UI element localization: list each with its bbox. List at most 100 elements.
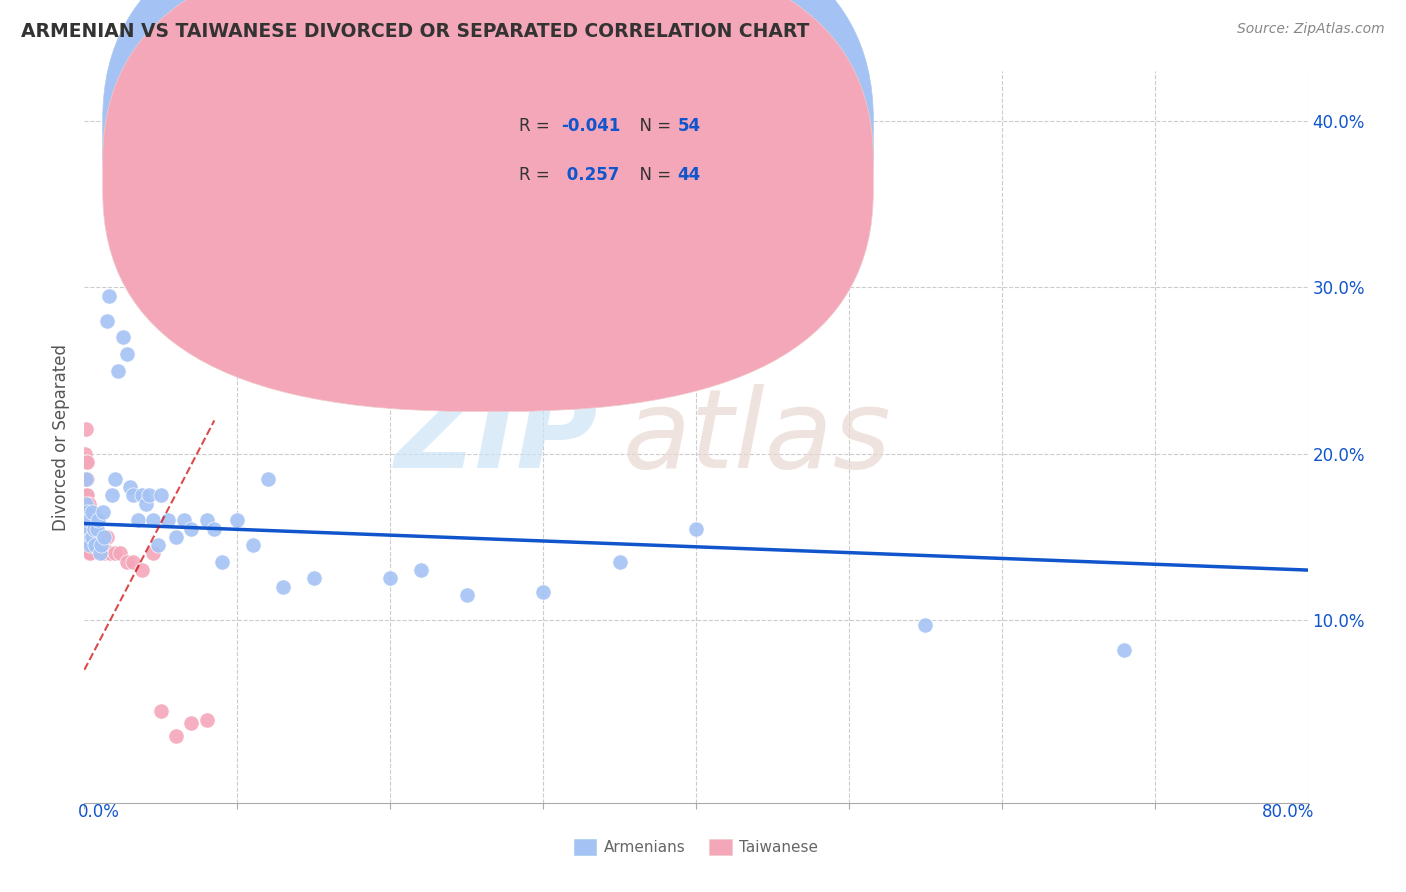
Point [76, 472, 98, 486]
Point [75, 505, 97, 519]
Point [165, 729, 187, 743]
Point [149, 488, 172, 502]
Point [75, 538, 97, 552]
Point [79, 538, 101, 552]
Point [333, 189, 356, 203]
Point [914, 618, 936, 632]
Point [86, 521, 108, 535]
Legend: Armenians, Taiwanese: Armenians, Taiwanese [568, 833, 824, 861]
Point [83, 521, 105, 535]
Point [104, 472, 127, 486]
Point [108, 546, 131, 560]
Point [76, 538, 98, 552]
FancyBboxPatch shape [446, 97, 733, 211]
Point [80, 521, 103, 535]
Point [97, 289, 120, 303]
Point [107, 363, 129, 377]
Point [609, 555, 631, 569]
Point [173, 513, 195, 527]
Point [138, 488, 160, 502]
Point [242, 538, 264, 552]
Point [93, 530, 115, 544]
Point [83, 533, 105, 548]
Point [165, 530, 187, 544]
Point [180, 716, 202, 731]
Point [456, 588, 478, 602]
Point [76, 521, 98, 535]
Point [146, 538, 169, 552]
Point [380, 571, 402, 585]
Point [131, 563, 153, 577]
Text: N =: N = [628, 117, 676, 136]
Text: ARMENIAN VS TAIWANESE DIVORCED OR SEPARATED CORRELATION CHART: ARMENIAN VS TAIWANESE DIVORCED OR SEPARA… [21, 22, 810, 41]
Point [115, 347, 138, 361]
Point [90, 538, 112, 552]
Point [195, 713, 218, 727]
Point [180, 521, 202, 535]
Point [91, 505, 114, 519]
Point [149, 705, 172, 719]
Point [122, 555, 145, 569]
Point [257, 472, 280, 486]
Point [127, 513, 149, 527]
Text: R =: R = [519, 117, 554, 136]
Point [76, 505, 98, 519]
Point [409, 563, 432, 577]
Point [76, 505, 98, 519]
Point [75, 472, 97, 486]
Point [104, 546, 127, 560]
Point [75, 521, 97, 535]
Text: R =: R = [519, 166, 554, 185]
Point [87, 530, 110, 544]
Point [142, 546, 165, 560]
Point [80, 530, 103, 544]
Point [98, 546, 121, 560]
Point [75, 488, 97, 502]
Point [84, 538, 107, 552]
Point [79, 530, 101, 544]
Text: ZIP: ZIP [395, 384, 598, 491]
Point [79, 546, 101, 560]
Point [77, 513, 100, 527]
Point [84, 538, 107, 552]
Point [101, 488, 124, 502]
Point [122, 488, 145, 502]
Point [115, 555, 138, 569]
Point [685, 521, 707, 535]
Point [89, 546, 111, 560]
Point [87, 513, 110, 527]
FancyBboxPatch shape [103, 0, 873, 371]
Point [75, 447, 97, 461]
Point [77, 533, 100, 548]
Text: 0.0%: 0.0% [77, 803, 120, 821]
Point [120, 480, 142, 494]
Point [91, 538, 114, 552]
Point [76, 488, 98, 502]
Point [135, 497, 157, 511]
Point [302, 571, 325, 585]
Text: 0.257: 0.257 [561, 166, 620, 185]
Point [157, 513, 180, 527]
Point [142, 513, 165, 527]
Point [77, 546, 100, 560]
Point [93, 546, 115, 560]
Point [75, 497, 97, 511]
Text: -0.041: -0.041 [561, 117, 621, 136]
Text: 54: 54 [678, 117, 700, 136]
Text: atlas: atlas [623, 384, 891, 491]
Point [79, 505, 101, 519]
Point [77, 497, 100, 511]
FancyBboxPatch shape [103, 0, 873, 411]
Point [90, 538, 112, 552]
Point [76, 455, 98, 469]
Point [96, 314, 118, 328]
Point [1114, 643, 1136, 657]
Point [531, 584, 554, 599]
Text: 44: 44 [678, 166, 700, 185]
Point [80, 505, 103, 519]
Text: Source: ZipAtlas.com: Source: ZipAtlas.com [1237, 22, 1385, 37]
Point [76, 521, 98, 535]
Point [86, 538, 108, 552]
Point [111, 330, 134, 344]
Point [80, 538, 103, 552]
